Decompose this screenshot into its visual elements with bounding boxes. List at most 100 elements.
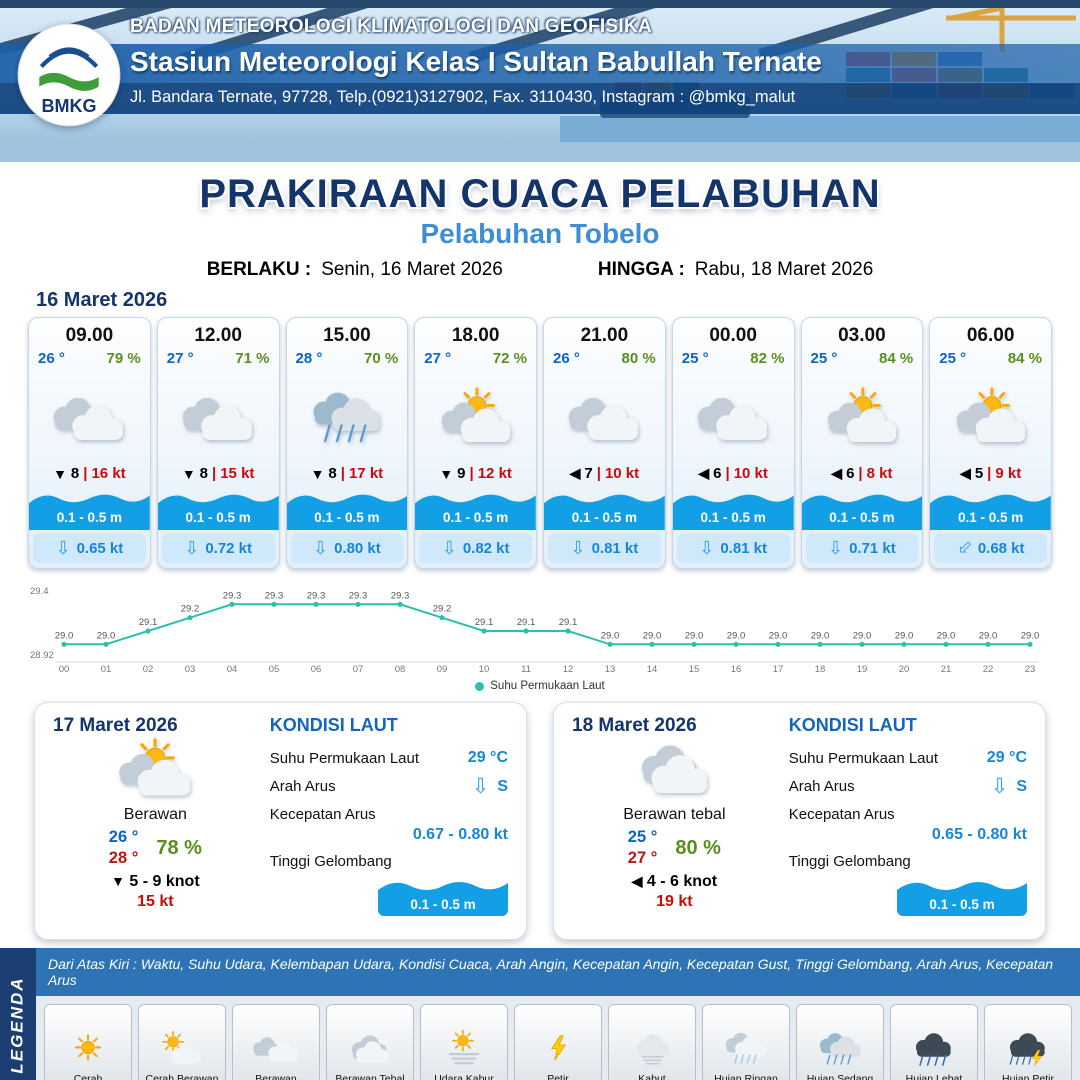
chart-legend-label: Suhu Permukaan Laut [490, 680, 605, 692]
wind-speed: 8 [70, 465, 80, 482]
berlaku-value: Senin, 16 Maret 2026 [321, 259, 503, 280]
wave-height-band: 0.1 - 0.5 m [415, 486, 536, 530]
current-speed: 0.68 kt [977, 539, 1025, 557]
svg-text:29.1: 29.1 [139, 617, 158, 628]
svg-text:29.0: 29.0 [853, 630, 872, 641]
wind-speed: 7 [584, 465, 593, 482]
validity-row: BERLAKU : Senin, 16 Maret 2026 HINGGA : … [0, 259, 1080, 281]
svg-text:07: 07 [353, 664, 364, 675]
hourly-forecast-row: 09.00 26 ° 79 % ▼ 8 | 16 kt 0.1 - 0.5 m ⇩ 0.6… [0, 317, 1080, 569]
legend-label: Udara Kabur [434, 1072, 494, 1080]
sst-label: Suhu Permukaan Laut [788, 749, 939, 767]
daily-forecast-card: 17 Maret 2026 Berawan 26 ° 28 ° 78 % ▼ 5… [34, 702, 527, 940]
current-row: ⇩ 0.68 kt [934, 533, 1047, 563]
wave-height: 0.1 - 0.5 m [56, 510, 123, 525]
humidity: 84 % [879, 350, 914, 367]
current-direction-value: S [497, 777, 508, 795]
current-direction-label: Arah Arus [269, 778, 336, 795]
current-direction-value: S [1016, 777, 1027, 795]
cerah-berawan-icon [162, 1030, 201, 1064]
svg-text:29.0: 29.0 [811, 630, 830, 641]
daily-date: 18 Maret 2026 [572, 715, 697, 736]
legend-label: Berawan Tebal [335, 1072, 405, 1080]
svg-text:02: 02 [143, 664, 154, 675]
svg-text:29.3: 29.3 [307, 590, 326, 601]
weather-icon-hujan-sedang [287, 367, 408, 465]
legend-item: Kabut [608, 1004, 696, 1080]
legend-label: Cerah Berawan [145, 1072, 219, 1080]
forecast-time: 21.00 [580, 325, 629, 346]
wind-speed: 8 [199, 465, 209, 482]
sst-chart-section: 29.4 28.92 29.0 29.0 29.1 29.2 29.3 29.3 29.3 29.… [28, 575, 1052, 692]
kondisi-laut-title: KONDISI LAUT [269, 715, 398, 735]
hingga-value: Rabu, 18 Maret 2026 [694, 259, 874, 280]
wave-height-band: 0.1 - 0.5 m [672, 486, 794, 530]
wave-height-label: Tinggi Gelombang [269, 853, 392, 870]
forecast-time: 09.00 [65, 325, 114, 346]
wave-height-band: 0.1 - 0.5 m [286, 486, 408, 530]
wave-height-band: 0.1 - 0.5 m [930, 486, 1051, 530]
current-row: ⇩ 0.71 kt [805, 533, 919, 563]
legend-item: Udara Kabur [420, 1004, 508, 1080]
legend-item: Petir [514, 1004, 602, 1080]
cerah-icon [74, 1034, 102, 1061]
current-direction-icon: ⇩ [312, 538, 329, 558]
separator: | [212, 465, 217, 482]
svg-text:29.0: 29.0 [937, 630, 956, 641]
hingga-label: HINGGA : [597, 259, 685, 280]
legend-label: Hujan Ringan [714, 1072, 778, 1080]
forecast-card: 21.00 26 ° 80 % ◀ 7 | 10 kt 0.1 - 0.5 m ⇩ 0.8… [543, 317, 666, 569]
svg-text:20: 20 [899, 664, 910, 675]
wave-height-band: 0.1 - 0.5 m [29, 486, 150, 530]
forecast-card: 18.00 27 ° 72 % ▼ 9 | 12 kt 0.1 - 0.5 m ⇩ 0.8… [414, 317, 537, 569]
berlaku-label: BERLAKU : [206, 259, 312, 280]
temp-max: 28 ° [108, 849, 139, 868]
hujan-petir-icon [1009, 1033, 1045, 1067]
legend-item: Hujan Lebat [890, 1004, 978, 1080]
svg-text:29.3: 29.3 [223, 590, 242, 601]
current-direction-icon: ⇩ [570, 538, 586, 558]
legend-item: Hujan Petir [984, 1004, 1072, 1080]
separator: | [725, 465, 730, 482]
wind-direction-icon: ◀ [631, 872, 643, 889]
wave-height-band: 0.1 - 0.5 m [157, 486, 279, 530]
svg-text:19: 19 [857, 664, 868, 675]
svg-text:29.0: 29.0 [895, 630, 914, 641]
wind-gust: 8 kt [866, 465, 893, 482]
legend-label: Hujan Sedang [806, 1072, 874, 1080]
sst-label: Suhu Permukaan Laut [269, 749, 420, 767]
sst-value: 29 °C [467, 749, 508, 766]
humidity: 84 % [1007, 350, 1042, 367]
wind-speed: 6 [846, 465, 855, 482]
humidity: 78 % [156, 836, 202, 859]
humidity: 80 % [675, 836, 721, 859]
svg-text:29.0: 29.0 [1021, 630, 1040, 641]
current-row: ⇩ 0.80 kt [290, 533, 404, 563]
svg-text:29.3: 29.3 [265, 590, 284, 601]
legend-description: Dari Atas Kiri : Waktu, Suhu Udara, Kele… [36, 948, 1080, 996]
forecast-time: 03.00 [838, 325, 886, 346]
svg-text:04: 04 [227, 664, 238, 675]
svg-text:29.0: 29.0 [97, 630, 116, 641]
wind-speed: 6 [713, 465, 722, 482]
legend-label: Hujan Petir [1002, 1072, 1054, 1080]
svg-text:29.4: 29.4 [30, 586, 49, 597]
station-address: Jl. Bandara Ternate, 97728, Telp.(0921)3… [0, 83, 1080, 114]
current-speed-value: 0.67 - 0.80 kt [412, 826, 508, 843]
svg-text:12: 12 [563, 664, 574, 675]
legend-item: Cerah [44, 1004, 132, 1080]
svg-text:29.0: 29.0 [685, 630, 704, 641]
bmkg-logo-text: BMKG [41, 96, 96, 116]
current-direction-icon: ⇩ [951, 535, 977, 561]
legend-tiles: Cerah Cerah Berawan Berawan Berawan Teba… [36, 996, 1080, 1080]
weather-icon-cerah-berawan [930, 367, 1051, 465]
hujan-lebat-icon [915, 1033, 951, 1066]
weather-icon-berawan-tebal [628, 737, 720, 804]
humidity: 80 % [621, 350, 656, 367]
humidity: 71 % [235, 350, 270, 367]
wave-height-band: 0.1 - 0.5 m [897, 874, 1027, 916]
forecast-time: 12.00 [194, 325, 242, 346]
forecast-time: 00.00 [709, 325, 757, 346]
svg-text:29.0: 29.0 [601, 630, 620, 641]
